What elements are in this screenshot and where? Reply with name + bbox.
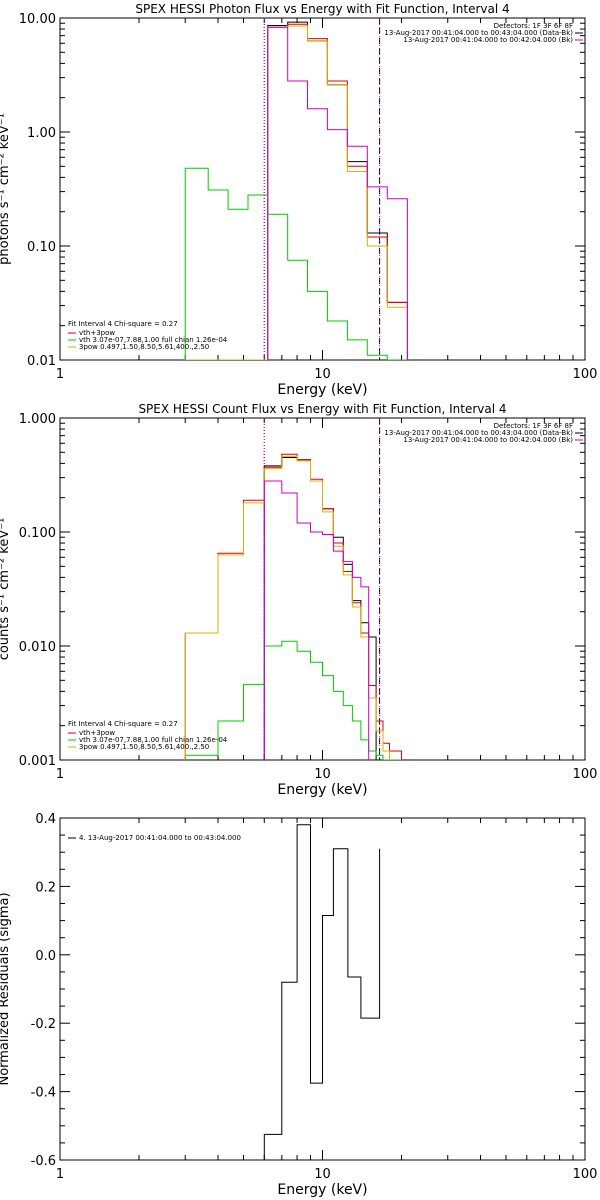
chart-title: SPEX HESSI Count Flux vs Energy with Fit… (138, 402, 506, 416)
legend-header: Detectors: 1F 3F 6F 8F (494, 422, 573, 430)
legend-entry: 13-Aug-2017 00:41:04.000 to 00:42:04.000… (403, 36, 573, 44)
series-bkg (263, 480, 370, 760)
y-tick-label: 0.01 (27, 354, 56, 369)
series-3pow (184, 25, 408, 360)
y-tick-label: 0.10 (27, 240, 56, 255)
legend-entry: 13-Aug-2017 00:41:04.000 to 00:42:04.000… (403, 436, 573, 444)
residuals-chart: 1 10 100 -0.6 -0.4 -0.2 0.0 0.2 0.4 Energy (keV) N… (0, 812, 598, 1198)
legend-header: Fit Interval 4 Chi-square = 0.27 (68, 320, 178, 328)
x-tick-label: 10 (314, 1167, 331, 1182)
series-data (263, 457, 377, 760)
series-vth (184, 167, 408, 360)
y-tick-label: 0.010 (19, 640, 56, 655)
plot-area (263, 824, 381, 1160)
y-tick-label: 0.100 (19, 526, 56, 541)
legend-header: Fit Interval 4 Chi-square = 0.27 (68, 720, 178, 728)
legend-entry: vth 3.07e-07,7.88,1.00 full chian 1.26e-… (79, 736, 228, 744)
legend-entry: 3pow 0.497,1.50,8.50,5.61,400.,2.50 (79, 743, 209, 751)
y-tick-label: -0.6 (31, 1154, 56, 1169)
y-tick-label: 0.0 (35, 949, 56, 964)
x-tick-label: 1 (56, 367, 64, 382)
legend-entry: vth+3pow (79, 329, 115, 337)
series-data (267, 21, 408, 360)
series-residuals (263, 824, 381, 1160)
y-tick-label: 0.2 (35, 880, 56, 895)
x-axis-label: Energy (keV) (277, 1182, 367, 1198)
y-axis-label: Normalized Residuals (sigma) (0, 892, 12, 1085)
series-vth (184, 640, 402, 760)
plot-frame (59, 417, 586, 761)
series-bkg (267, 26, 408, 360)
photon-flux-chart: SPEX HESSI Photon Flux vs Energy with Fi… (0, 2, 598, 398)
plot-area (184, 18, 408, 360)
y-tick-label: -0.4 (31, 1086, 56, 1101)
x-tick-label: 100 (573, 1167, 598, 1182)
plot-area (184, 418, 402, 760)
legend-entry: 13-Aug-2017 00:41:04.000 to 00:43:04.000… (384, 29, 573, 37)
legend-header: Detectors: 1F 3F 6F 8F (494, 22, 573, 30)
legend-entry: vth 3.07e-07,7.88,1.00 full chian 1.26e-… (79, 336, 228, 344)
y-tick-label: 0.001 (19, 754, 56, 769)
plot-frame (59, 17, 586, 361)
y-tick-label: 0.4 (35, 812, 56, 827)
y-axis-label: counts s⁻¹ cm⁻² keV⁻¹ (0, 518, 12, 661)
x-tick-label: 10 (314, 367, 331, 382)
x-axis-label: Energy (keV) (277, 782, 367, 798)
y-tick-label: 10.00 (19, 12, 56, 27)
y-tick-label: -0.2 (31, 1017, 56, 1032)
series-3pow (184, 455, 390, 760)
x-tick-label: 100 (573, 767, 598, 782)
chart-title: SPEX HESSI Photon Flux vs Energy with Fi… (135, 2, 509, 16)
legend-entry: 13-Aug-2017 00:41:04.000 to 00:43:04.000… (384, 429, 573, 437)
x-tick-label: 1 (56, 1167, 64, 1182)
legend-entry: 3pow 0.497,1.50,8.50,5.61,400.,2.50 (79, 343, 209, 351)
y-tick-label: 1.000 (19, 412, 56, 427)
y-axis-label: photons s⁻¹ cm⁻² keV⁻¹ (0, 113, 12, 265)
x-tick-label: 100 (573, 367, 598, 382)
count-flux-chart: SPEX HESSI Count Flux vs Energy with Fit… (0, 402, 598, 798)
y-tick-label: 1.00 (27, 126, 56, 141)
x-axis-label: Energy (keV) (277, 382, 367, 398)
legend-entry: 4. 13-Aug-2017 00:41:04.000 to 00:43:04.… (79, 834, 241, 842)
series-vth+3pow (267, 23, 408, 360)
x-tick-label: 10 (314, 767, 331, 782)
x-tick-label: 1 (56, 767, 64, 782)
legend-entry: vth+3pow (79, 729, 115, 737)
